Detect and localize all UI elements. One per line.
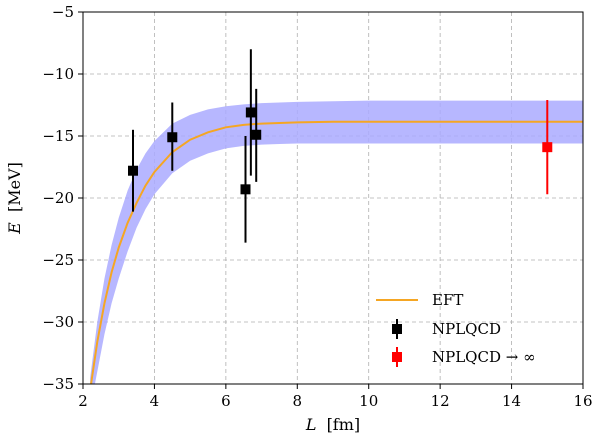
x-tick-label: 8: [293, 392, 303, 410]
x-tick-label: 4: [150, 392, 160, 410]
axes-frame: [82, 11, 584, 385]
plot-area: [90, 49, 583, 384]
data-point-marker: [245, 107, 256, 118]
x-axis-label-unit: [fm]: [327, 415, 361, 434]
x-tick-label: 6: [221, 392, 231, 410]
y-tick-label: −20: [42, 189, 74, 207]
legend-nplqcd-inf-label: NPLQCD → ∞: [432, 348, 536, 366]
legend-nplqcd-label: NPLQCD: [432, 320, 501, 338]
y-axis-label-unit: [MeV]: [5, 162, 24, 212]
y-axis-label: E [MeV]: [5, 162, 24, 235]
y-tick-label: −15: [42, 127, 74, 145]
eft-uncertainty-band: [90, 100, 583, 384]
x-axis-label-var: L: [305, 415, 317, 434]
y-tick-label: −25: [42, 251, 74, 269]
y-tick-label: −35: [42, 375, 74, 393]
legend-nplqcd-inf-swatch-marker: [392, 352, 402, 362]
eft-line: [90, 120, 583, 384]
grid: [83, 12, 583, 384]
data-point-marker: [240, 184, 251, 195]
x-tick-label: 12: [431, 392, 450, 410]
data-point-marker: [251, 129, 262, 140]
legend-eft-label: EFT: [432, 291, 463, 309]
data-point-marker: [542, 142, 553, 153]
x-tick-label: 16: [573, 392, 592, 410]
legend: EFT NPLQCD NPLQCD → ∞: [376, 291, 536, 367]
y-axis-label-var: E: [5, 222, 24, 235]
data-point-marker: [167, 132, 178, 143]
x-tick-label: 14: [502, 392, 521, 410]
data-point-marker: [128, 165, 138, 176]
y-tick-label: −5: [52, 3, 74, 21]
legend-nplqcd-swatch-marker: [392, 324, 402, 334]
y-tick-label: −30: [42, 313, 74, 331]
axis-ticks: 2 4 6 8 10 12 14 16 −35 −30 −25 −20 −15 −10 −5: [42, 3, 592, 410]
x-tick-label: 2: [78, 392, 88, 410]
y-tick-label: −10: [42, 65, 74, 83]
x-axis-label: L [fm]: [305, 415, 360, 434]
x-tick-label: 10: [359, 392, 378, 410]
